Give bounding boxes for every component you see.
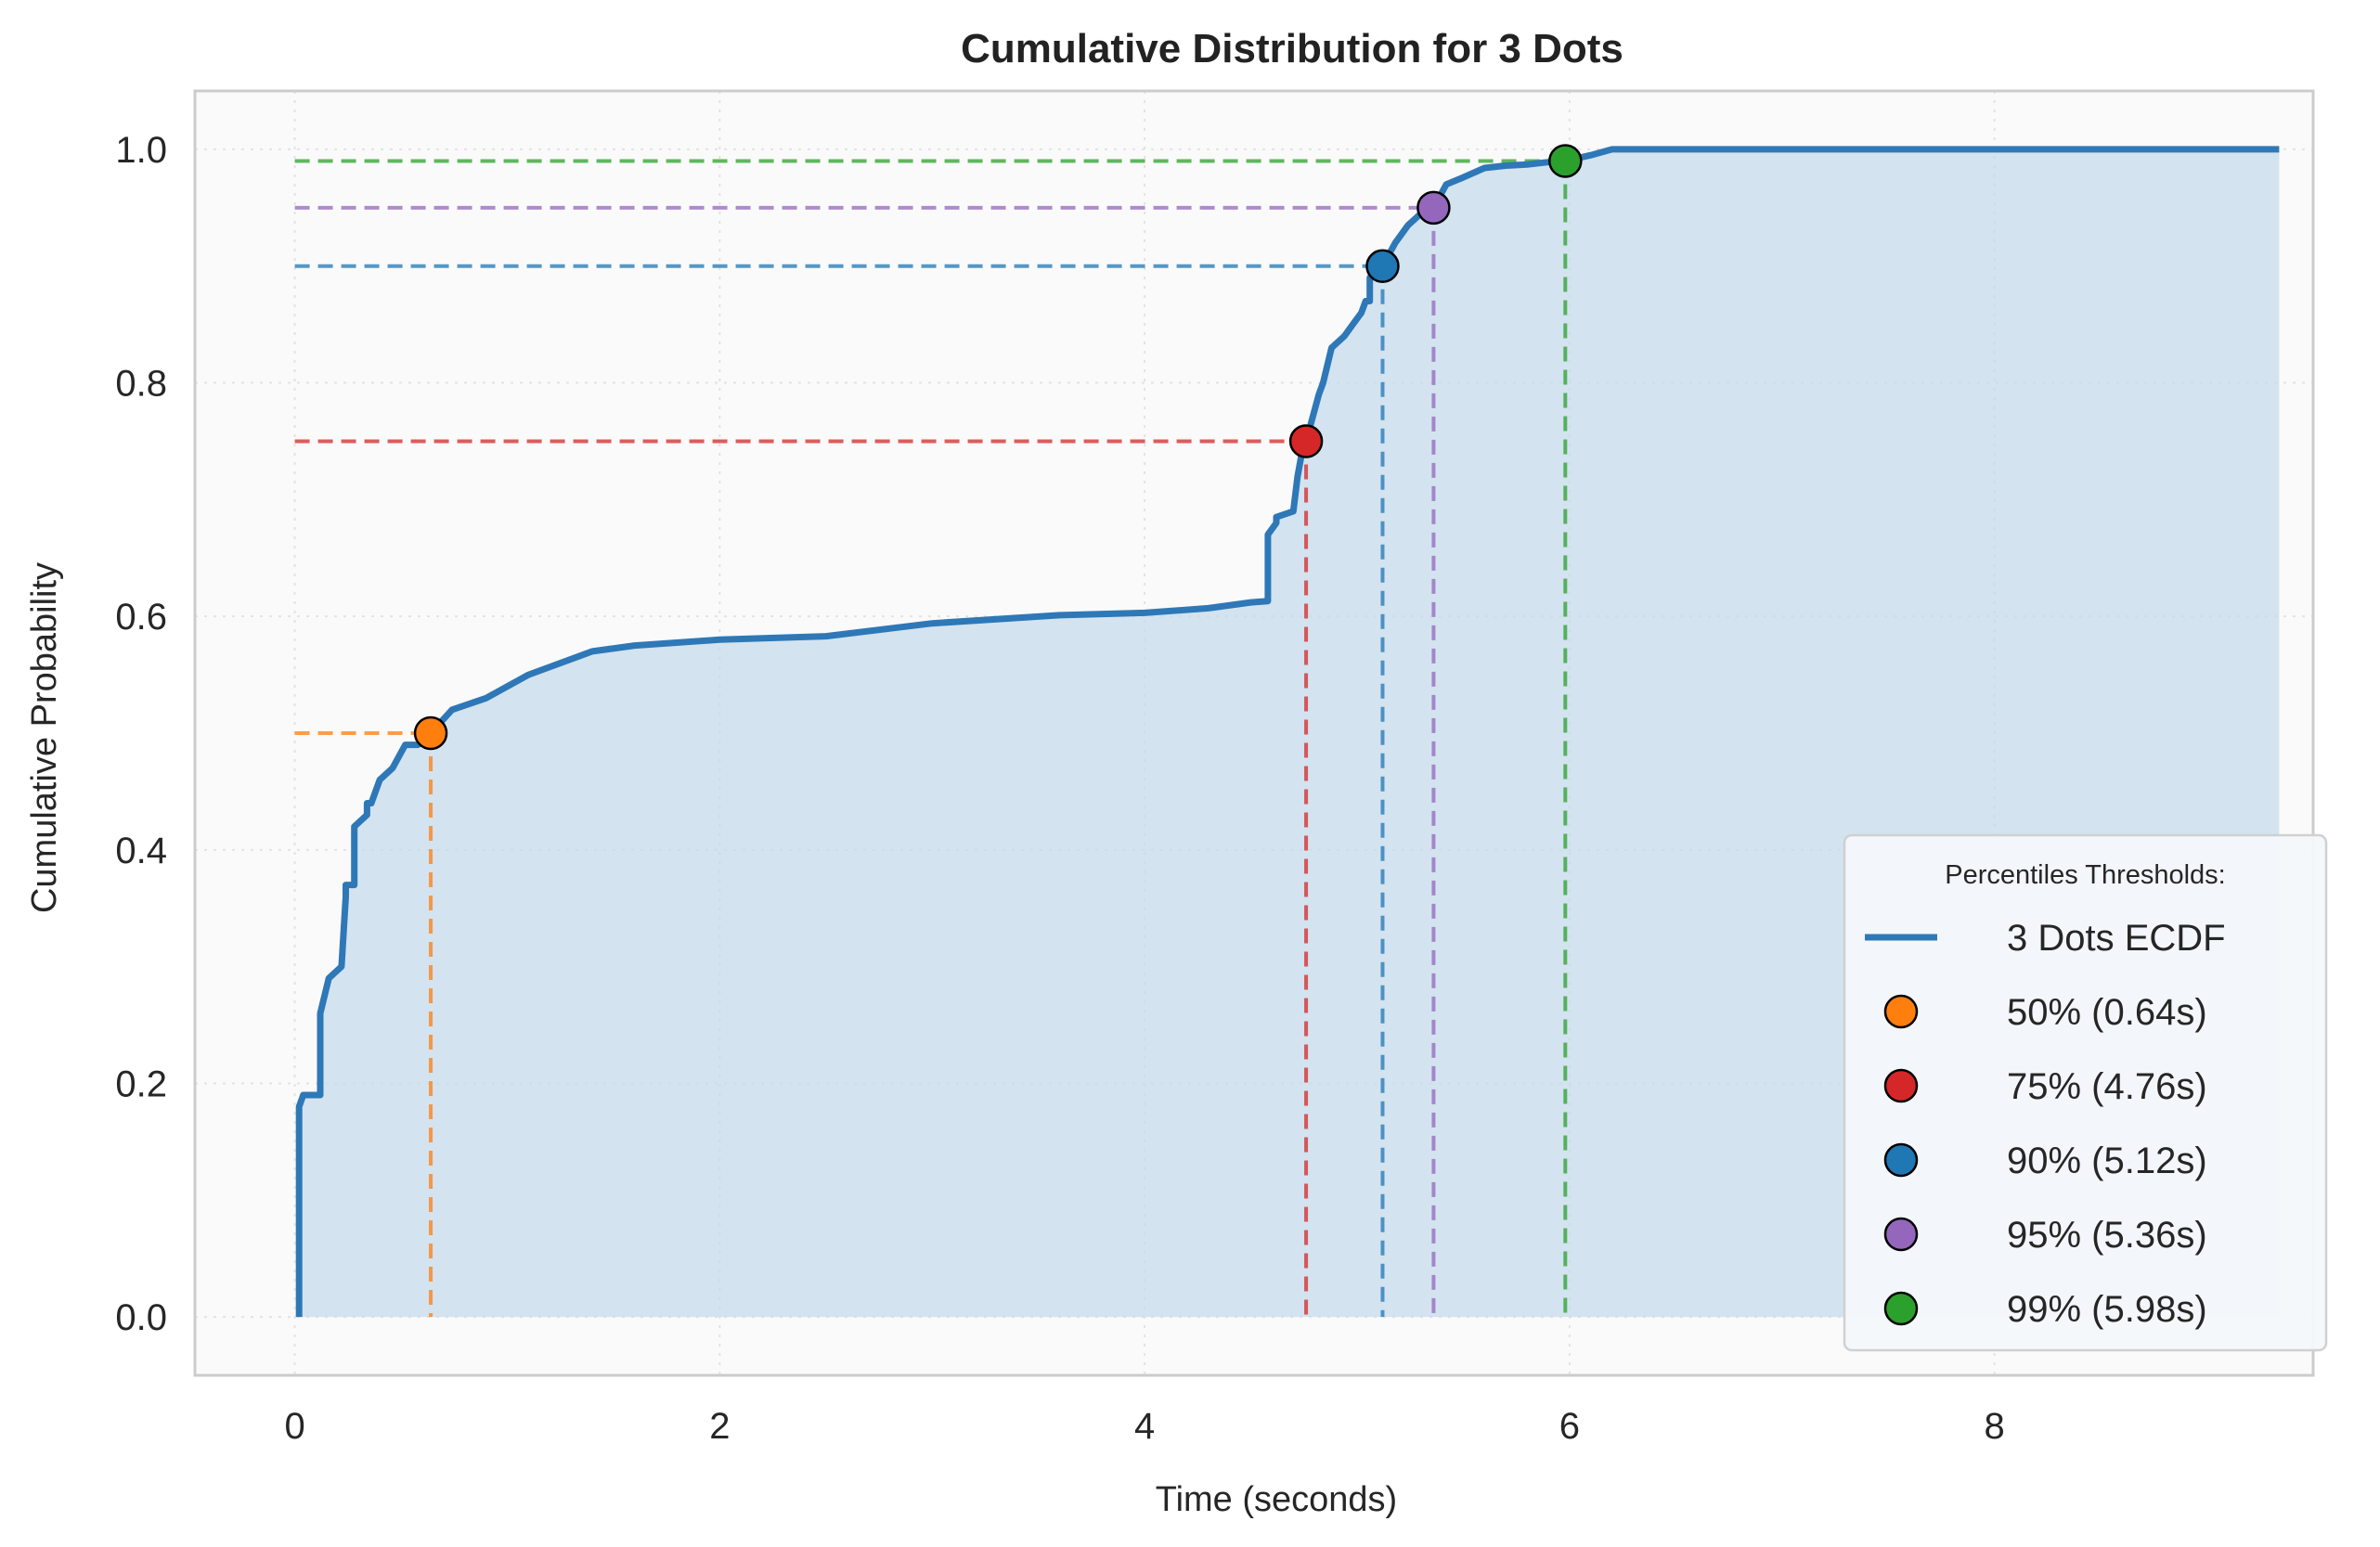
legend: Percentiles Thresholds: 3 Dots ECDF 50% (0… (1843, 833, 2328, 1352)
legend-box (1843, 833, 2328, 1352)
percentile-marker (1416, 190, 1451, 226)
x-tick-label: 8 (1985, 1406, 2005, 1447)
x-tick-label: 6 (1559, 1406, 1580, 1447)
chart-title: Cumulative Distribution for 3 Dots (961, 26, 1623, 71)
percentile-marker (1548, 144, 1583, 178)
legend-entry-label: 50% (0.64s) (2007, 992, 2207, 1033)
plot-frame (193, 89, 2315, 1377)
legend-marker-swatch (1883, 1068, 1919, 1103)
y-axis-label: Cumulative Probability (25, 562, 64, 913)
y-tick-label: 0.6 (115, 597, 167, 638)
percentile-marker (1288, 424, 1324, 458)
legend-marker-swatch (1883, 1291, 1919, 1326)
x-tick-label: 0 (284, 1406, 304, 1447)
y-tick-label: 0.8 (115, 364, 167, 405)
legend-marker-swatch (1883, 1217, 1919, 1252)
ecdf-fill-area (299, 148, 2280, 1318)
y-tick-label: 0.0 (115, 1297, 167, 1338)
percentile-marker (1365, 249, 1400, 283)
percentile-marker (413, 715, 448, 751)
legend-marker-swatch (1883, 994, 1919, 1029)
plot-area: 0 2 4 6 8 0.0 0.2 0.4 0.6 0.8 1.0 (115, 89, 2315, 1447)
legend-entry-label: 90% (5.12s) (2007, 1141, 2207, 1181)
legend-title: Percentiles Thresholds: (1945, 860, 2226, 890)
legend-entry-label: 99% (5.98s) (2007, 1289, 2207, 1330)
legend-entry-label: 95% (5.36s) (2007, 1215, 2207, 1256)
y-tick-label: 1.0 (115, 130, 167, 171)
ecdf-line (295, 146, 2280, 1318)
x-tick-label: 2 (709, 1406, 730, 1447)
y-tick-label: 0.4 (115, 831, 167, 871)
y-tick-label: 0.2 (115, 1064, 167, 1104)
legend-entry-label: 3 Dots ECDF (2007, 918, 2226, 959)
legend-entry-label: 75% (4.76s) (2007, 1066, 2207, 1107)
x-tick-label: 4 (1134, 1406, 1155, 1447)
x-axis-label: Time (seconds) (1156, 1480, 1397, 1519)
legend-marker-swatch (1883, 1142, 1919, 1178)
